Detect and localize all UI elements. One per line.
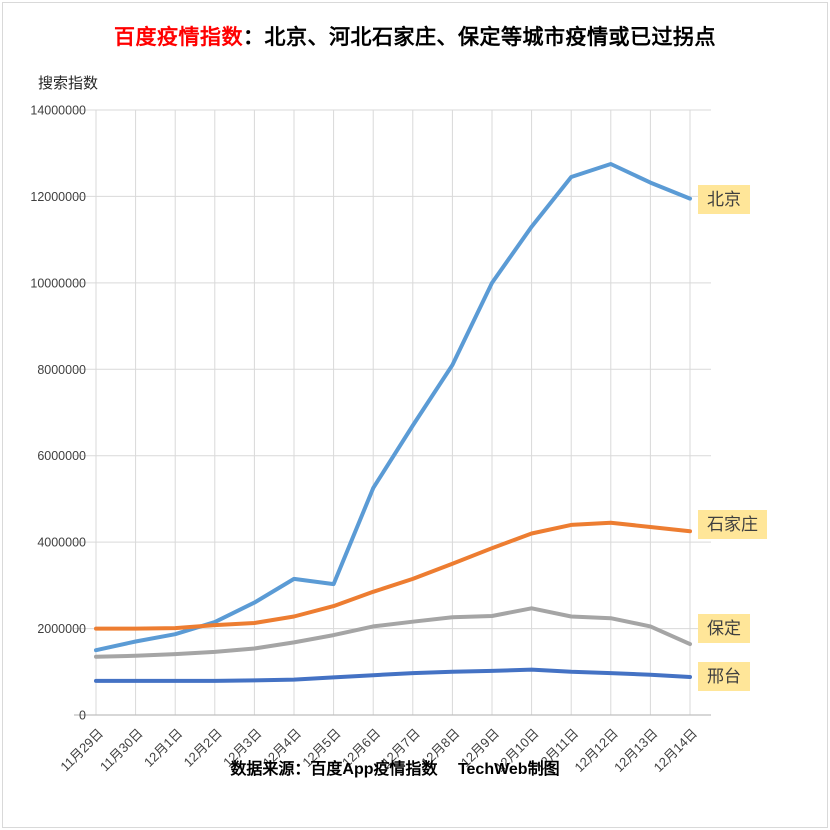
series-label-xingtai: 邢台: [698, 662, 750, 692]
series-label-shijiazhuang: 石家庄: [698, 509, 767, 539]
y-axis-tick-label: 2000000: [37, 622, 86, 636]
chart-title: 百度疫情指数：北京、河北石家庄、保定等城市疫情或已过拐点: [0, 21, 830, 51]
series-label-beijing: 北京: [698, 185, 750, 215]
y-axis-tick-label: 8000000: [37, 363, 86, 377]
y-axis-tick-label: 4000000: [37, 536, 86, 550]
series-line-beijing: [94, 162, 692, 653]
y-axis-title: 搜索指数: [38, 75, 99, 92]
chart-title-highlight: 百度疫情指数: [114, 26, 243, 49]
series-line-xingtai: [94, 667, 692, 683]
series-label-baoding: 保定: [698, 613, 750, 643]
y-axis-tick-label: 10000000: [30, 276, 86, 290]
series-line-baoding: [94, 606, 692, 659]
series-line-shijiazhuang: [94, 520, 692, 631]
y-axis-tick-label: 14000000: [30, 104, 86, 118]
y-axis-tick-label: 0: [79, 709, 86, 723]
chart-title-rest: ：北京、河北石家庄、保定等城市疫情或已过拐点: [243, 26, 716, 49]
y-axis-tick-label: 12000000: [30, 190, 86, 204]
y-axis-tick-label: 6000000: [37, 449, 86, 463]
source-note: 数据来源：百度App疫情指数 TechWeb制图: [230, 761, 560, 778]
